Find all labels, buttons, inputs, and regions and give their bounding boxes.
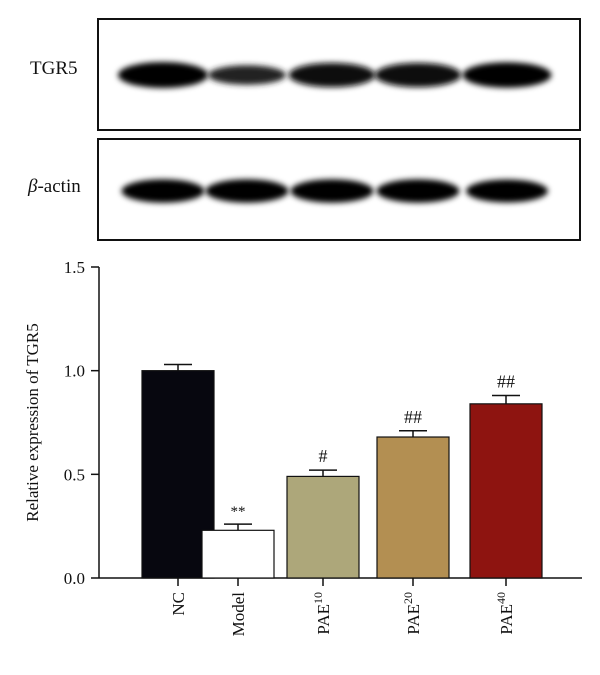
y-tick-label: 0.0 — [64, 569, 85, 588]
y-tick-label: 0.5 — [64, 465, 85, 484]
blot0-band-3 — [288, 62, 376, 88]
x-tick-label-2: Model — [229, 592, 248, 637]
beta-symbol: β — [28, 176, 38, 197]
y-tick-label: 1.5 — [64, 258, 85, 277]
blot1-band-1 — [121, 179, 205, 203]
significance-4: ## — [404, 407, 422, 427]
blot0-band-4 — [374, 62, 462, 88]
significance-5: ## — [497, 372, 515, 392]
bar-2 — [201, 529, 275, 579]
y-tick-label: 1.0 — [64, 362, 85, 381]
y-axis-label: Relative expression of TGR5 — [23, 323, 42, 521]
blot0-band-2 — [208, 65, 286, 85]
blot1-band-3 — [290, 179, 374, 203]
bar-5 — [469, 403, 543, 579]
blot0-band-5 — [462, 62, 552, 88]
blot1-band-5 — [466, 179, 548, 203]
x-tick-label-4: PAE20 — [401, 592, 423, 635]
tgr5-blot-label: TGR5 — [30, 58, 78, 79]
bar-4 — [376, 436, 450, 579]
blot1-band-4 — [376, 179, 460, 203]
x-tick-label-1: NC — [169, 592, 188, 616]
significance-3: # — [319, 446, 328, 466]
blot1-band-2 — [205, 179, 289, 203]
x-tick-label-3: PAE10 — [311, 592, 333, 635]
tgr5-blot-panel — [97, 18, 581, 131]
significance-2: ** — [231, 504, 246, 520]
x-tick-label-5: PAE40 — [494, 592, 516, 635]
bar-3 — [286, 475, 360, 579]
beta-actin-blot-panel — [97, 138, 581, 241]
blot0-band-1 — [118, 62, 208, 88]
beta-actin-blot-label: β-actin — [28, 176, 81, 197]
